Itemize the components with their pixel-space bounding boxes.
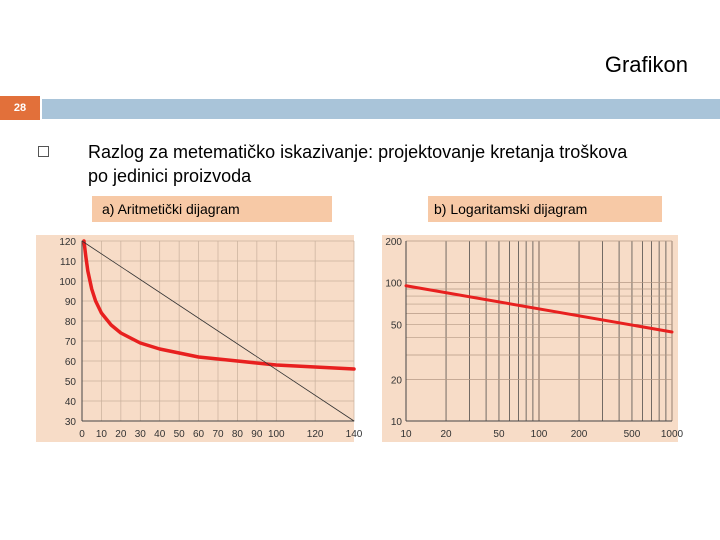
chart-a-y-tick-label: 40 (65, 397, 77, 408)
square-bullet-icon (38, 146, 49, 157)
chart-a-y-tick-label: 100 (59, 277, 76, 288)
chart-a-y-tick-label: 120 (59, 237, 76, 248)
chart-b-x-tick-label: 10 (400, 429, 412, 440)
slide-title: Grafikon (604, 52, 688, 77)
chart-a-y-tick-label: 50 (65, 377, 77, 388)
chart-a-reference-line (81, 240, 355, 422)
chart-b-y-tick-label: 50 (391, 320, 403, 331)
chart-a-y-tick-label: 70 (65, 337, 77, 348)
chart-a-x-tick-label: 30 (135, 429, 147, 440)
chart-b-background (382, 235, 678, 442)
bullet-text-line-2: po jedinici proizvoda (88, 166, 252, 186)
header-bar (42, 99, 720, 119)
chart-a-x-tick-label: 90 (251, 429, 263, 440)
chart-a-y-tick-label: 30 (65, 417, 77, 428)
chart-b-y-tick-label: 200 (385, 237, 402, 248)
chart-b-y-tick-label: 10 (391, 417, 403, 428)
chart-b-title: b) Logaritamski dijagram (428, 196, 662, 222)
chart-b-y-tick-label: 20 (391, 375, 403, 386)
bullet-text: Razlog za metematičko iskazivanje: proje… (88, 140, 698, 188)
chart-a-title: a) Aritmetički dijagram (92, 196, 332, 222)
slide-number: 28 (13, 102, 27, 114)
chart-a-x-tick-label: 70 (212, 429, 224, 440)
chart-a-x-tick-label: 10 (96, 429, 108, 440)
chart-a-x-tick-label: 20 (115, 429, 127, 440)
chart-a-x-tick-label: 100 (268, 429, 285, 440)
chart-b-x-tick-label: 100 (531, 429, 548, 440)
chart-a-y-tick-label: 110 (60, 257, 76, 268)
chart-b-x-tick-label: 20 (440, 429, 452, 440)
chart-a-cost-curve (82, 239, 356, 371)
bullet-text-line-1: Razlog za metematičko iskazivanje: proje… (88, 142, 628, 162)
chart-a-x-tick-label: 80 (232, 429, 244, 440)
chart-b-x-tick-label: 200 (571, 429, 588, 440)
chart-a-x-tick-label: 120 (307, 429, 324, 440)
chart-a-y-tick-label: 60 (65, 357, 77, 368)
chart-a-y-tick-label: 80 (65, 317, 77, 328)
chart-a-y-tick-label: 90 (65, 297, 77, 308)
chart-b-y-tick-label: 100 (385, 279, 402, 290)
chart-b-x-tick-label: 50 (493, 429, 505, 440)
chart-a-background (36, 235, 354, 442)
chart-b-x-tick-label: 1000 (661, 429, 684, 440)
chart-a-x-tick-label: 40 (154, 429, 166, 440)
chart-a-x-tick-label: 140 (346, 429, 363, 440)
chart-b-x-tick-label: 500 (624, 429, 641, 440)
slide-number-badge: 28 (0, 96, 40, 120)
chart-a-x-tick-label: 0 (79, 429, 85, 440)
chart-a-x-tick-label: 60 (193, 429, 205, 440)
chart-a-x-tick-label: 50 (174, 429, 186, 440)
chart-b-cost-curve (404, 284, 674, 334)
